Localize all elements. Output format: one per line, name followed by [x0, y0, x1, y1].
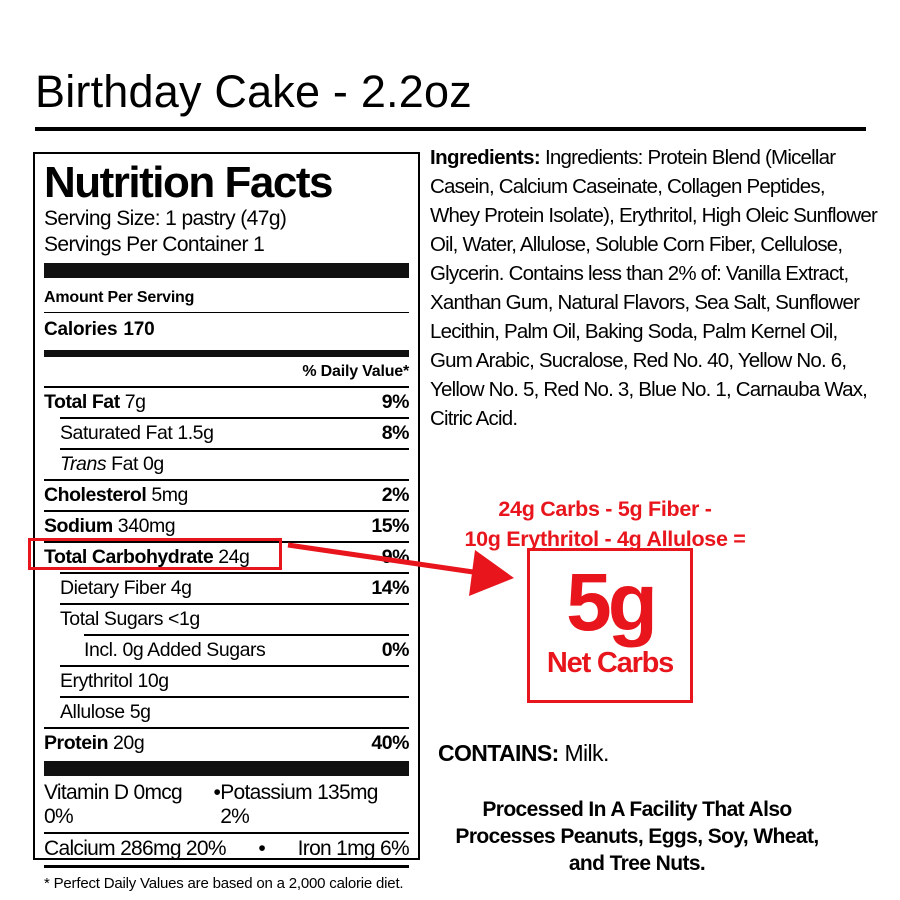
nutrient-name: Sodium 340mg — [44, 514, 176, 537]
nutrient-amount: 1.5g — [177, 421, 214, 444]
nutrient-amount: 5mg — [151, 483, 188, 506]
nutrient-amount: <1g — [168, 607, 200, 630]
nutrient-name: Saturated Fat 1.5g — [60, 421, 214, 444]
micronutrient-row: Vitamin D 0mcg 0% • Potassium 135mg 2% — [44, 778, 409, 832]
contains-label: CONTAINS: — [438, 740, 559, 766]
nutrient-amount: 5g — [129, 700, 151, 723]
net-carbs-equation-line2: 10g Erythritol - 4g Allulose = — [464, 527, 746, 551]
nutrient-name: Total Sugars <1g — [60, 607, 200, 630]
iron-value: Iron 1mg 6% — [297, 836, 410, 860]
contains-text: Milk. — [564, 740, 609, 766]
nutrient-row: Cholesterol 5mg 2% — [44, 479, 409, 510]
nutrient-name: Dietary Fiber 4g — [60, 576, 192, 599]
serving-size: Serving Size: 1 pastry (47g) — [44, 207, 287, 230]
amount-per-serving: Amount Per Serving — [44, 282, 409, 313]
nutrient-name: Erythritol 10g — [60, 669, 169, 692]
daily-value-percent: 9% — [381, 390, 410, 413]
divider-bar-medium — [44, 350, 409, 357]
nutrient-name-italic: Trans — [60, 452, 107, 475]
nutrient-name: Total Fat 7g — [44, 390, 146, 413]
nutrient-name: Trans Fat 0g — [60, 452, 164, 475]
daily-value-percent: 0% — [381, 638, 410, 661]
ingredients-text: Ingredients: Protein Blend (Micellar Cas… — [430, 146, 878, 430]
nutrient-name: Protein 20g — [44, 731, 145, 754]
daily-value-percent: 8% — [381, 421, 410, 444]
nutrient-row: Protein 20g 40% — [44, 727, 409, 758]
carb-callout-arrow-icon — [287, 542, 514, 596]
row-divider — [44, 864, 409, 868]
title-divider — [35, 127, 866, 131]
ingredients-paragraph: Ingredients: Ingredients: Protein Blend … — [430, 143, 878, 433]
nutrient-amount: 10g — [137, 669, 169, 692]
facility-statement: Processed In A Facility That Also Proces… — [455, 798, 819, 875]
net-carbs-equation: 24g Carbs - 5g Fiber - 10g Erythritol - … — [445, 494, 765, 554]
nutrient-name: Incl. 0g Added Sugars — [84, 638, 266, 661]
nutrient-amount: 4g — [170, 576, 192, 599]
net-carbs-equation-line1: 24g Carbs - 5g Fiber - — [498, 497, 712, 521]
calories-label: Calories — [44, 319, 118, 340]
calories-row: Calories 170 — [44, 313, 409, 346]
bullet-separator: • — [213, 781, 221, 804]
nutrient-amount: 24g — [218, 545, 250, 568]
servings-per-container: Servings Per Container 1 — [44, 233, 265, 256]
nutrient-row: Trans Fat 0g — [44, 448, 409, 479]
nutrient-row: Dietary Fiber 4g 14% — [44, 572, 409, 603]
nutrient-name: Cholesterol 5mg — [44, 483, 188, 506]
bullet-separator: • — [258, 836, 266, 860]
daily-value-percent: 15% — [371, 514, 409, 537]
daily-value-percent: 40% — [371, 731, 409, 754]
row-divider — [44, 832, 409, 834]
nutrient-row: Total Sugars <1g — [44, 603, 409, 634]
nutrient-row: Total Fat 7g 9% — [44, 386, 409, 417]
calcium-value: Calcium 286mg 20% — [44, 836, 227, 860]
net-carbs-label: Net Carbs — [546, 647, 674, 679]
nutrition-facts-title: Nutrition Facts — [44, 158, 333, 207]
label-footnote: * Perfect Daily Values are based on a 2,… — [44, 874, 404, 892]
micronutrient-row: Calcium 286mg 20% • Iron 1mg 6% — [44, 834, 410, 864]
daily-value-header: % Daily Value* — [302, 363, 409, 380]
nutrient-amount: 20g — [113, 731, 145, 754]
nutrition-facts-label: Nutrition Facts Serving Size: 1 pastry (… — [28, 152, 420, 892]
nutrient-row: Sodium 340mg 15% — [44, 510, 409, 541]
nutrient-row: Erythritol 10g — [44, 665, 409, 696]
potassium-value: Potassium 135mg 2% — [220, 781, 378, 828]
contains-statement: CONTAINS: Milk. — [438, 740, 609, 767]
net-carbs-box: 5g Net Carbs — [527, 548, 693, 703]
nutrient-name: Allulose 5g — [60, 700, 151, 723]
nutrient-row: Allulose 5g — [44, 696, 409, 727]
nutrient-amount: 340mg — [117, 514, 176, 537]
nutrient-name: Total Carbohydrate 24g — [44, 545, 250, 568]
divider-bar-thick — [44, 263, 409, 278]
page-title: Birthday Cake - 2.2oz — [35, 66, 472, 117]
ingredients-label: Ingredients: — [430, 146, 541, 169]
nutrient-row: Saturated Fat 1.5g 8% — [44, 417, 409, 448]
nutrient-amount: 7g — [124, 390, 146, 413]
daily-value-percent: 14% — [371, 576, 409, 599]
nutrient-amount: 0g — [142, 452, 164, 475]
daily-value-percent: 2% — [381, 483, 410, 506]
vitamin-d-value: Vitamin D 0mcg 0% — [44, 781, 183, 828]
nutrient-row: Incl. 0g Added Sugars 0% — [44, 634, 409, 665]
nutrient-rows: Total Fat 7g 9% Saturated Fat 1.5g 8% Tran… — [28, 386, 409, 758]
divider-bar-thick-bottom — [44, 761, 409, 776]
calories-value: 170 — [123, 319, 155, 340]
net-carbs-value: 5g — [566, 557, 658, 648]
